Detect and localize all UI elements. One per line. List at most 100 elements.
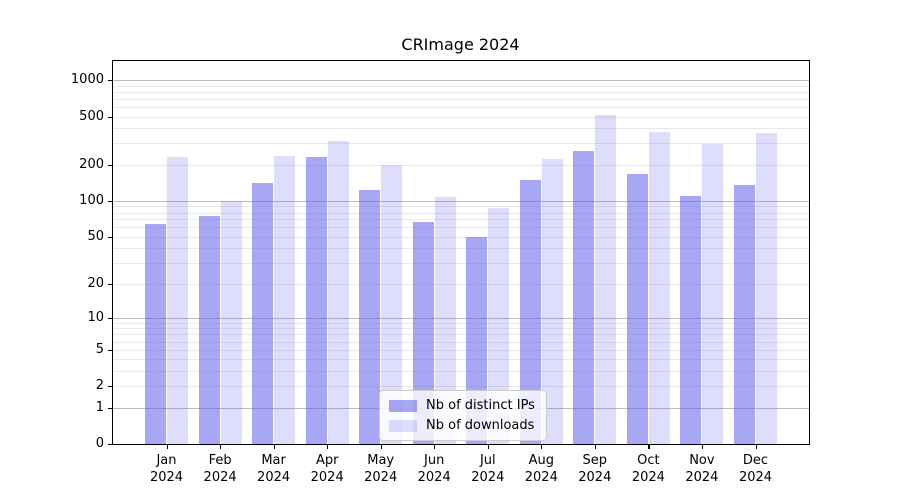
bar-distinct-ips-sep [573,151,595,444]
minor-gridline [113,322,809,324]
minor-gridline [113,116,809,118]
minor-gridline [113,98,809,100]
minor-gridline [113,359,809,361]
bar-distinct-ips-mar [252,183,274,444]
y-tick-mark [108,407,113,409]
minor-gridline [113,128,809,130]
minor-gridline [113,328,809,330]
minor-gridline [113,219,809,221]
x-tick-label: Apr 2024 [310,453,344,485]
y-tick-mark [108,116,113,118]
y-tick-label: 200 [79,156,104,172]
minor-gridline [113,212,809,214]
major-gridline [113,200,809,202]
bar-distinct-ips-aug [519,179,541,444]
legend-label-distinct-ips: Nb of distinct IPs [426,398,535,413]
x-tick-label: Aug 2024 [524,453,558,485]
bar-downloads-nov [702,143,724,444]
minor-gridline [113,386,809,388]
plot-area: Nb of distinct IPs Nb of downloads [112,60,810,445]
minor-gridline [113,91,809,93]
y-tick-label: 1000 [70,72,104,87]
minor-gridline [113,334,809,336]
bar-downloads-mar [274,156,296,444]
x-tick-mark [273,445,275,449]
y-tick-label: 100 [79,192,104,208]
bar-distinct-ips-nov [680,195,702,444]
x-tick-mark [220,445,222,449]
bar-downloads-jul [488,207,510,444]
bar-distinct-ips-oct [626,174,648,444]
bar-distinct-ips-may [359,189,381,444]
bar-downloads-apr [327,140,349,444]
major-gridline [113,317,809,319]
y-tick-label: 0 [95,436,104,451]
minor-gridline [113,248,809,250]
y-tick-mark [108,200,113,202]
y-tick-label: 500 [79,108,104,124]
y-tick-mark [108,444,113,446]
x-tick-mark [487,445,489,449]
legend-swatch-downloads [389,419,417,432]
minor-gridline [113,164,809,166]
x-tick-mark [755,445,757,449]
y-tick-mark [108,164,113,166]
y-tick-mark [108,349,113,351]
x-tick-label: Dec 2024 [738,453,773,485]
x-tick-mark [380,445,382,449]
bar-distinct-ips-feb [198,215,220,444]
x-tick-mark [648,445,650,449]
x-tick-label: Mar 2024 [257,453,291,485]
minor-gridline [113,341,809,343]
y-tick-label: 10 [87,309,104,325]
major-gridline [113,80,809,81]
x-tick-label: Feb 2024 [203,453,237,485]
x-tick-mark [327,445,329,449]
minor-gridline [113,106,809,108]
minor-gridline [113,263,809,265]
x-tick-label: Jan 2024 [149,453,184,485]
minor-gridline [113,206,809,208]
x-tick-mark [166,445,168,449]
legend-item-downloads: Nb of downloads [389,418,535,433]
y-tick-label: 2 [95,378,104,394]
bar-downloads-dec [756,133,777,444]
bar-distinct-ips-apr [305,157,327,444]
bar-downloads-oct [648,132,670,444]
minor-gridline [113,227,809,229]
legend-swatch-distinct-ips [389,399,417,412]
x-tick-mark [541,445,543,449]
x-tick-label: Oct 2024 [631,453,665,485]
bar-downloads-jun [434,197,456,444]
y-tick-label: 5 [95,341,104,357]
y-tick-label: 1 [95,399,104,415]
y-tick-mark [108,80,113,82]
y-tick-mark [108,317,113,319]
minor-gridline [113,283,809,285]
x-tick-label: May 2024 [364,453,398,485]
bar-distinct-ips-jan [145,224,166,444]
chart-title: CRImage 2024 [401,35,520,54]
bar-distinct-ips-dec [734,185,755,444]
bar-downloads-may [381,164,403,444]
y-tick-label: 50 [87,228,104,244]
bar-downloads-sep [595,114,617,444]
x-tick-label: Nov 2024 [685,453,719,485]
minor-gridline [113,143,809,145]
y-tick-mark [108,386,113,388]
x-tick-label: Jul 2024 [471,453,505,485]
bar-distinct-ips-jun [412,221,434,444]
minor-gridline [113,85,809,87]
legend-item-distinct-ips: Nb of distinct IPs [389,398,535,413]
bar-downloads-feb [220,200,242,444]
bar-downloads-aug [541,159,563,444]
minor-gridline [113,371,809,372]
x-tick-mark [594,445,596,449]
x-tick-mark [434,445,436,449]
bar-downloads-jan [167,157,188,444]
x-tick-label: Sep 2024 [578,453,612,485]
y-tick-mark [108,283,113,285]
minor-gridline [113,349,809,351]
y-tick-label: 20 [87,275,104,291]
